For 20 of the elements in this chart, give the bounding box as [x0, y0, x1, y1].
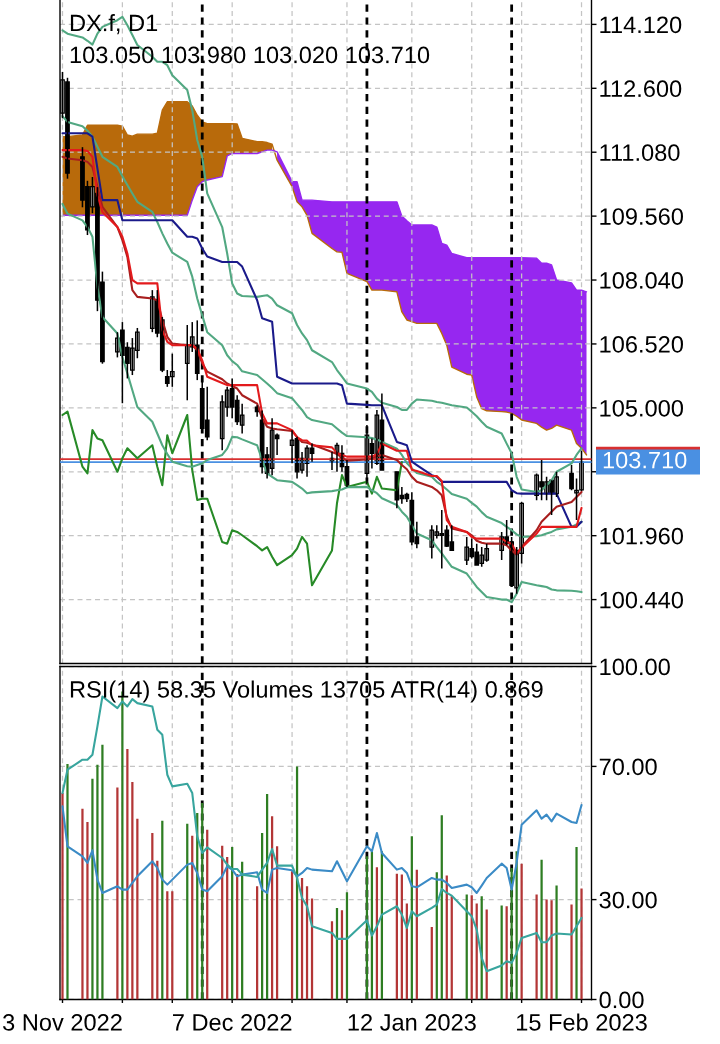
y-tick-label: 111.080: [600, 144, 680, 161]
x-tick-label: 7 Dec 2022: [173, 1014, 292, 1031]
y-tick-label: 101.960: [600, 527, 684, 545]
y-tick-label: 109.560: [600, 208, 684, 225]
y-tick-label: 106.520: [600, 336, 684, 353]
y-tick-label: 0.00: [599, 991, 644, 1009]
text: RSI(14) 58.35 Volumes 13705 ATR(14) 0.869: [70, 680, 543, 703]
y-tick-label: 112.600: [600, 80, 682, 98]
ref-line-label: 103.710: [603, 451, 687, 469]
y-tick-label: 105.000: [600, 399, 684, 417]
x-tick-label: 12 Jan 2023: [348, 1014, 476, 1031]
text: 103.050 103.980 103.020 103.710: [70, 46, 430, 64]
y-tick-label: 70.00: [599, 758, 657, 776]
x-tick-label: 15 Feb 2023: [517, 1013, 647, 1031]
y-tick-label: 100.440: [600, 591, 684, 609]
y-tick-label: 30.00: [599, 891, 657, 909]
y-tick-label: 100.00: [600, 658, 670, 676]
y-tick-label: 114.120: [600, 16, 682, 34]
x-tick-label: 3 Nov 2022: [3, 1014, 122, 1031]
y-tick-label: 108.040: [600, 272, 684, 289]
